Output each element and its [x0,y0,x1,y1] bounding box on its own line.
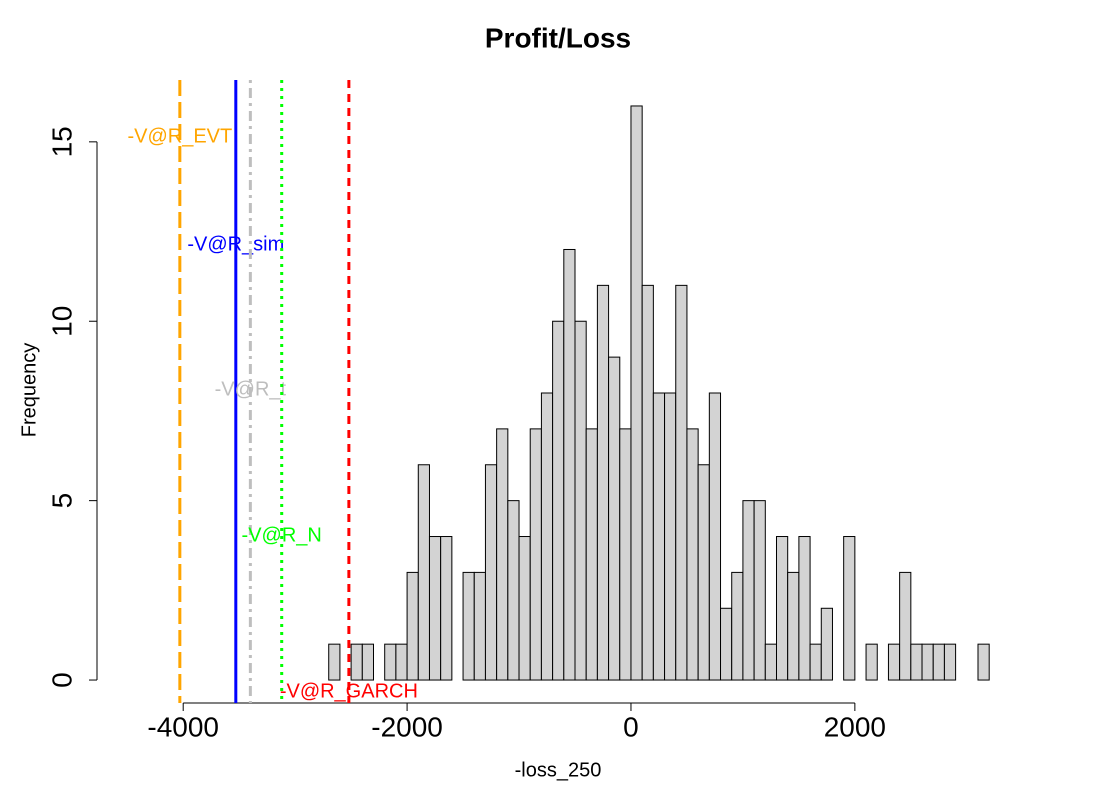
bar [428,536,442,681]
bar [484,464,498,681]
y-tick-label: 10 [46,306,77,337]
bar [708,392,722,681]
chart-title: Profit/Loss [485,22,631,53]
bar [652,392,666,681]
bar [552,320,565,681]
bar [518,536,531,681]
bar [608,356,621,681]
bar [350,643,363,681]
bar [820,607,833,681]
bar [865,643,878,681]
bar [328,643,341,681]
bar [843,536,856,681]
bar [462,571,475,681]
bar [507,500,520,681]
bar [417,464,430,681]
reference-label: -V@R_GARCH [280,680,418,702]
bar [664,392,677,681]
reference-label: -V@R_t [215,378,287,400]
bar [787,571,800,681]
y-tick-label: 5 [46,493,77,509]
bar [619,428,632,681]
bar [809,643,822,681]
bar [585,428,598,681]
bar [384,643,397,681]
bar [686,428,699,681]
bar [641,284,654,681]
bar [753,500,766,681]
bar [596,284,610,681]
bar [406,571,419,681]
bar [540,392,554,681]
x-tick-label: 0 [623,711,639,742]
bar [395,643,408,681]
bar [574,320,587,681]
y-axis-title: Frequency [18,343,40,438]
bar [775,536,789,681]
bar [943,643,957,681]
bar [977,643,990,681]
bar [899,571,912,681]
bar [440,536,453,681]
reference-label: -V@R_EVT [127,125,232,147]
x-axis-title: -loss_250 [515,759,602,781]
reference-label: -V@R_sim [187,233,284,255]
bar [910,643,923,681]
bar [563,248,576,681]
bar [921,643,934,681]
bar [473,571,486,681]
bar [887,643,901,681]
x-tick-label: 2000 [824,711,886,742]
bar [720,607,733,681]
y-tick-label: 15 [46,126,77,157]
bar [798,536,811,681]
reference-label: -V@R_N [242,524,322,546]
bar [932,643,945,681]
bar [361,643,375,681]
x-tick-label: -2000 [371,711,443,742]
bar [630,105,643,681]
bar [742,500,755,681]
bar [675,284,688,681]
bar [529,428,542,681]
y-tick-label: 0 [46,672,77,688]
bar [496,428,509,681]
x-tick-label: -4000 [147,711,219,742]
bar [697,464,710,681]
bar [731,571,744,681]
bar [764,643,777,681]
